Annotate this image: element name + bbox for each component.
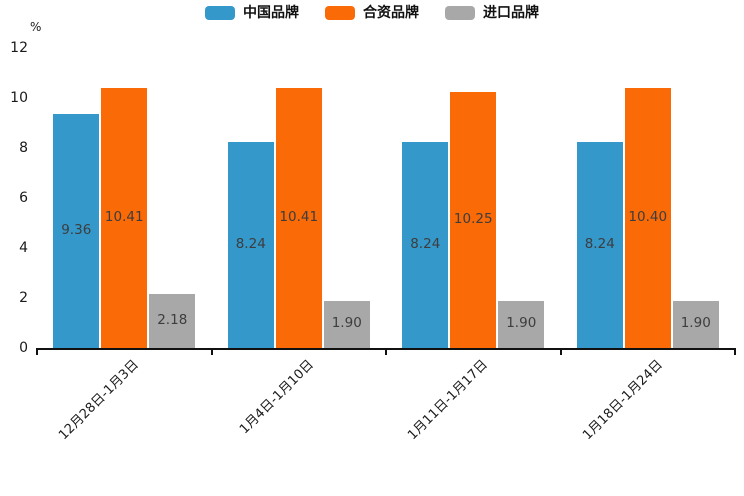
- bar-china-brand-2: [402, 142, 449, 348]
- bar-joint-venture-brand-3: [624, 88, 671, 348]
- bar-china-brand-0: [53, 114, 100, 348]
- x-tick-label-2: 1月11日-1月17日: [405, 357, 492, 444]
- y-tick-label-6: 6: [19, 190, 28, 206]
- legend-item-china-brand: 中国品牌: [205, 6, 299, 20]
- x-axis-line: [36, 348, 736, 350]
- legend-swatch-import-brand: [445, 6, 475, 20]
- y-tick-label-10: 10: [10, 90, 28, 106]
- legend-item-joint-venture-brand: 合资品牌: [325, 6, 419, 20]
- bar-import-brand-0: [149, 293, 196, 348]
- bar-import-brand-3: [672, 300, 719, 348]
- bar-value-label-china-brand-1: 8.24: [235, 236, 266, 252]
- y-tick-label-8: 8: [19, 140, 28, 156]
- legend-label-china-brand: 中国品牌: [243, 5, 299, 21]
- x-tick-label-3: 1月18日-1月24日: [579, 357, 666, 444]
- bar-value-label-joint-venture-brand-2: 10.25: [453, 210, 493, 227]
- y-tick-label-4: 4: [19, 240, 28, 256]
- bar-china-brand-1: [227, 142, 274, 348]
- y-tick-label-2: 2: [19, 290, 28, 306]
- x-axis-tick-4: [734, 350, 736, 355]
- bar-value-label-joint-venture-brand-3: 10.40: [628, 209, 668, 225]
- bar-value-label-import-brand-1: 1.90: [331, 315, 362, 332]
- x-axis-tick-1: [210, 350, 213, 355]
- bar-value-label-import-brand-3: 1.90: [680, 315, 711, 332]
- bar-value-label-china-brand-3: 8.24: [584, 236, 615, 252]
- y-tick-label-0: 0: [19, 340, 28, 356]
- bar-value-label-import-brand-0: 2.18: [157, 311, 188, 328]
- bar-value-label-joint-venture-brand-0: 10.41: [104, 208, 144, 225]
- x-axis-tick-0: [36, 350, 38, 355]
- bar-joint-venture-brand-1: [275, 87, 322, 348]
- legend: 中国品牌 合资品牌 进口品牌: [0, 6, 744, 20]
- bar-value-label-china-brand-0: 9.36: [61, 222, 92, 238]
- bar-import-brand-1: [323, 300, 370, 348]
- y-axis-unit-label: %: [30, 20, 42, 34]
- y-tick-label-12: 12: [10, 40, 28, 56]
- bar-value-label-import-brand-2: 1.90: [506, 315, 537, 332]
- x-axis-tick-2: [385, 350, 387, 355]
- bar-import-brand-2: [498, 300, 545, 348]
- legend-item-import-brand: 进口品牌: [445, 6, 539, 20]
- legend-swatch-joint-venture-brand: [325, 6, 355, 20]
- legend-label-joint-venture-brand: 合资品牌: [363, 5, 419, 21]
- x-tick-label-0: 12月28日-1月3日: [56, 357, 143, 444]
- x-axis-tick-3: [559, 350, 562, 355]
- legend-label-import-brand: 进口品牌: [483, 5, 539, 21]
- bar-value-label-china-brand-2: 8.24: [410, 236, 441, 252]
- bar-china-brand-3: [576, 142, 623, 348]
- bar-joint-venture-brand-2: [450, 91, 497, 348]
- legend-swatch-china-brand: [205, 6, 235, 20]
- bar-value-label-joint-venture-brand-1: 10.41: [279, 208, 319, 225]
- bar-joint-venture-brand-0: [101, 87, 148, 348]
- x-tick-label-1: 1月4日-1月10日: [236, 357, 317, 438]
